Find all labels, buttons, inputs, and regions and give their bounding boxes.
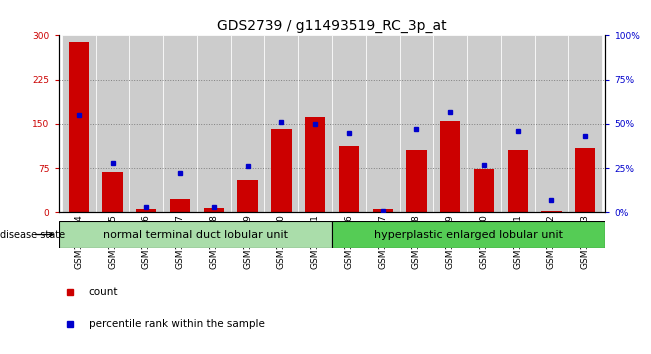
- Bar: [264, 35, 298, 212]
- Bar: [372, 210, 393, 212]
- Bar: [102, 172, 123, 212]
- Title: GDS2739 / g11493519_RC_3p_at: GDS2739 / g11493519_RC_3p_at: [217, 19, 447, 33]
- Bar: [69, 42, 89, 212]
- Bar: [136, 210, 156, 212]
- Bar: [305, 117, 326, 212]
- Bar: [474, 169, 494, 212]
- Bar: [332, 221, 605, 248]
- Bar: [541, 211, 562, 212]
- Bar: [238, 180, 258, 212]
- Text: normal terminal duct lobular unit: normal terminal duct lobular unit: [103, 229, 288, 240]
- Bar: [568, 35, 602, 212]
- Bar: [170, 199, 190, 212]
- Text: count: count: [89, 287, 118, 297]
- Bar: [298, 35, 332, 212]
- Bar: [130, 35, 163, 212]
- Bar: [332, 35, 366, 212]
- Bar: [467, 35, 501, 212]
- Bar: [59, 221, 332, 248]
- Bar: [163, 35, 197, 212]
- Bar: [434, 35, 467, 212]
- Bar: [400, 35, 434, 212]
- Bar: [230, 35, 264, 212]
- Bar: [339, 146, 359, 212]
- Bar: [62, 35, 96, 212]
- Bar: [271, 129, 292, 212]
- Bar: [575, 148, 595, 212]
- Bar: [366, 35, 400, 212]
- Text: disease state: disease state: [0, 229, 65, 240]
- Text: hyperplastic enlarged lobular unit: hyperplastic enlarged lobular unit: [374, 229, 563, 240]
- Bar: [440, 121, 460, 212]
- Bar: [534, 35, 568, 212]
- Bar: [96, 35, 130, 212]
- Bar: [197, 35, 230, 212]
- Text: percentile rank within the sample: percentile rank within the sample: [89, 319, 264, 329]
- Bar: [508, 150, 528, 212]
- Bar: [204, 208, 224, 212]
- Bar: [406, 150, 426, 212]
- Bar: [501, 35, 534, 212]
